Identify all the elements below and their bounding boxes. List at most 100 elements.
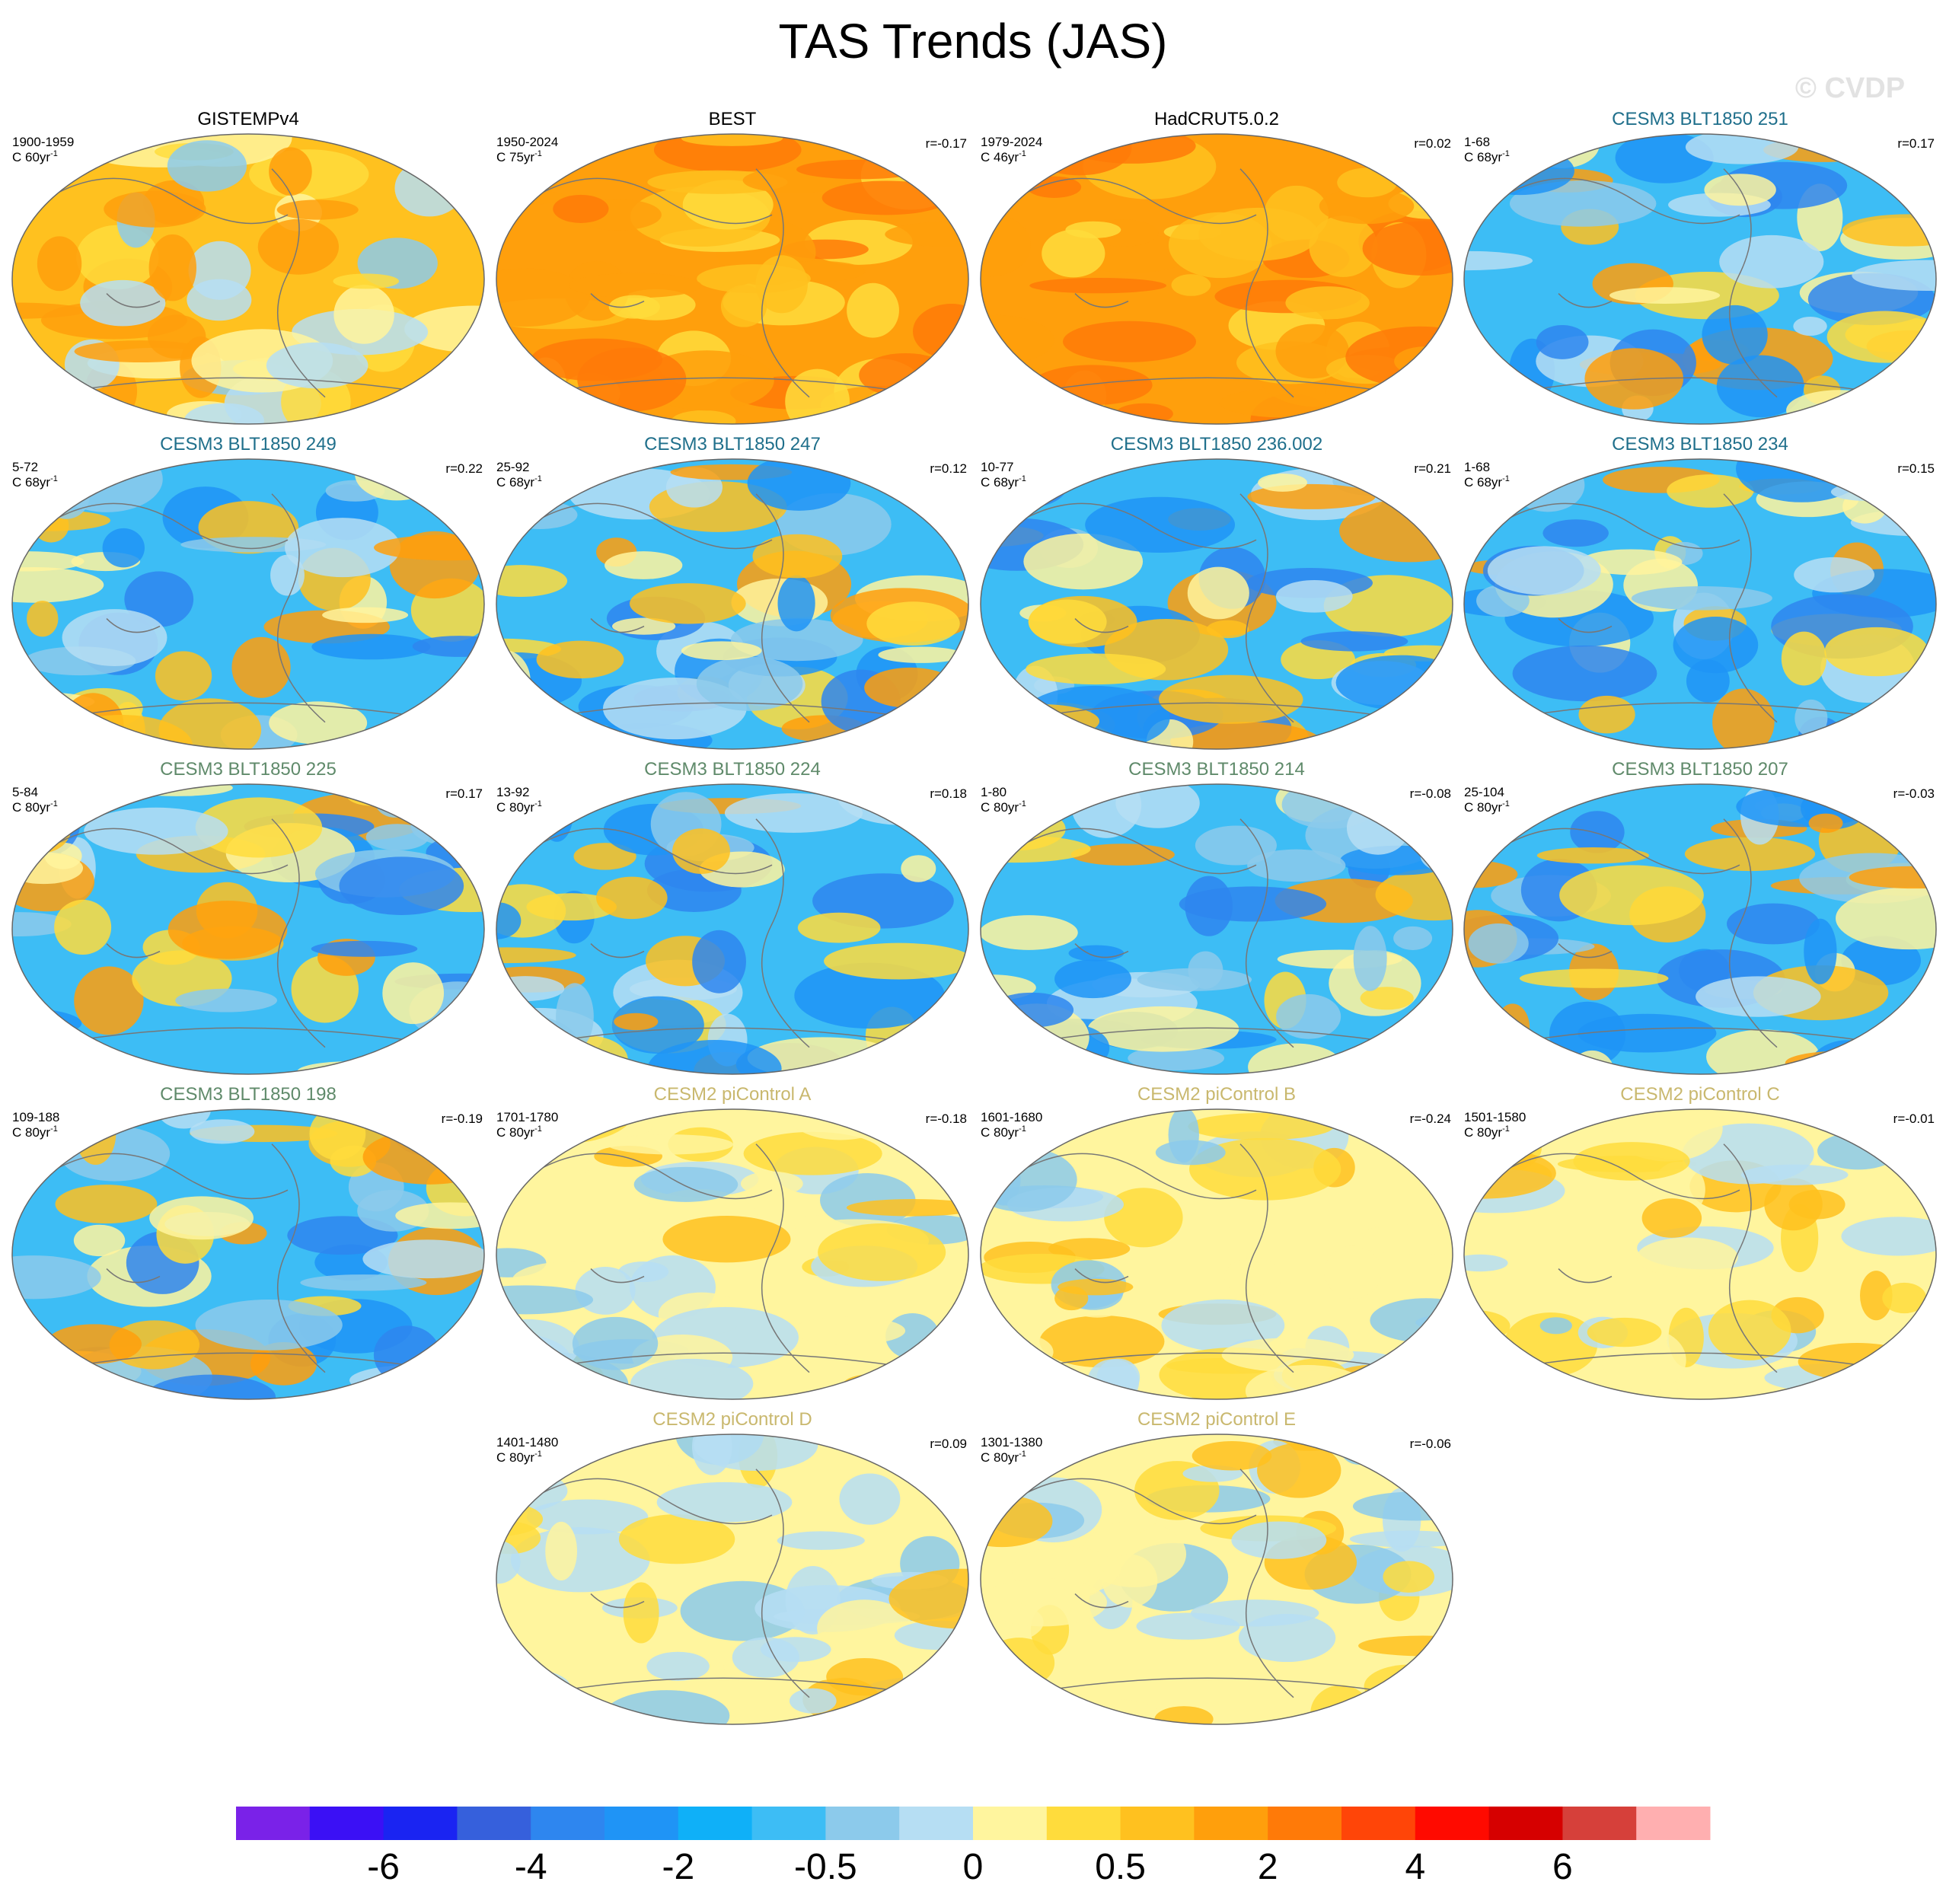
map-anomaly-region — [1300, 631, 1408, 652]
map-anomaly-region — [1641, 1198, 1702, 1238]
map-anomaly-region — [1247, 849, 1346, 882]
map-anomaly-region — [190, 1119, 255, 1144]
map-anomaly-region — [1702, 305, 1768, 365]
map — [12, 459, 484, 749]
map-anomaly-region — [990, 992, 1074, 1028]
correlation-label: r=-0.17 — [926, 136, 967, 151]
map-anomaly-region — [441, 1052, 484, 1070]
map-anomaly-region — [1842, 214, 1936, 247]
map-anomaly-region — [672, 828, 730, 874]
map-anomaly-region — [1578, 695, 1635, 734]
map-anomaly-region — [1337, 167, 1398, 198]
map — [981, 459, 1453, 749]
map-anomaly-region — [629, 583, 746, 624]
map-anomaly-region — [1468, 923, 1529, 964]
map-anomaly-region — [1817, 1132, 1900, 1170]
map-anomaly-region — [382, 962, 445, 1025]
map-anomaly-region — [818, 1223, 946, 1281]
map-anomaly-region — [901, 855, 936, 882]
map-anomaly-region — [12, 713, 116, 749]
panel-title: CESM3 BLT1850 207 — [1612, 759, 1788, 780]
map-border — [496, 783, 969, 1075]
map-anomaly-region — [904, 1668, 968, 1724]
map-anomaly-region — [1335, 655, 1453, 710]
map-anomaly-region — [1357, 1635, 1453, 1657]
coastline — [1027, 493, 1372, 723]
panel-title: CESM3 BLT1850 247 — [644, 434, 821, 454]
map-anomaly-region — [1877, 1136, 1936, 1153]
map-anomaly-region — [797, 912, 881, 943]
map-anomaly-region — [1843, 718, 1936, 749]
map-anomaly-region — [362, 1239, 484, 1279]
colorbar-label: -2 — [662, 1847, 694, 1887]
map-anomaly-region — [1631, 586, 1772, 611]
map-anomaly-region — [1104, 1188, 1183, 1248]
map-anomaly-region — [1826, 311, 1936, 363]
map-anomaly-region — [1258, 473, 1308, 492]
map-anomaly-region — [1537, 1057, 1579, 1074]
map-border — [1463, 1108, 1937, 1400]
panel-title: CESM3 BLT1850 214 — [1128, 759, 1305, 780]
map-anomaly-region — [375, 1037, 482, 1074]
map-anomaly-region — [1685, 134, 1799, 164]
map-anomaly-region — [12, 566, 104, 603]
map-anomaly-region — [1206, 620, 1249, 639]
colorbar-swatch — [1194, 1807, 1268, 1840]
map-anomaly-region — [1154, 1706, 1214, 1724]
map-anomaly-region — [73, 1224, 126, 1257]
map-anomaly-region — [1383, 1561, 1435, 1593]
map-anomaly-region — [502, 500, 578, 529]
units-exponent: -1 — [1502, 799, 1510, 808]
map-anomaly-region — [1339, 499, 1453, 563]
panel-title: CESM3 BLT1850 198 — [160, 1084, 337, 1105]
panel-title: CESM3 BLT1850 225 — [160, 759, 337, 780]
map-anomaly-region — [1170, 722, 1321, 749]
coastline — [1511, 818, 1855, 1048]
map-anomaly-region — [1028, 599, 1107, 644]
units-label: C 46yr-1 — [981, 149, 1026, 164]
units-label: C 68yr-1 — [981, 474, 1026, 490]
panel: CESM3 BLT1850 234 1-68C 68yr-1 r=0.15 — [1463, 434, 1937, 750]
map-anomaly-region — [1696, 976, 1821, 1017]
map-anomaly-region — [1375, 868, 1453, 921]
map-anomaly-region — [1824, 627, 1929, 677]
map-anomaly-region — [981, 915, 1078, 950]
map-anomaly-region — [300, 1274, 427, 1291]
units-label: C 80yr-1 — [981, 799, 1026, 815]
map — [981, 784, 1453, 1074]
units-exponent: -1 — [50, 799, 58, 808]
map-anomaly-region — [12, 1255, 101, 1300]
map-anomaly-region — [681, 134, 783, 146]
map-anomaly-region — [322, 607, 409, 624]
map-anomaly-region — [855, 390, 968, 424]
map-border — [496, 458, 969, 750]
map-anomaly-region — [981, 213, 1032, 277]
panel-title: CESM2 piControl D — [652, 1409, 812, 1430]
colorbar-swatch — [1636, 1807, 1711, 1840]
map-anomaly-region — [647, 1040, 782, 1074]
map-anomaly-region — [375, 784, 416, 818]
map-anomaly-region — [1155, 1140, 1226, 1166]
period-label: 1-68 — [1464, 135, 1490, 149]
map-anomaly-region — [1684, 837, 1816, 872]
coastline — [59, 168, 404, 398]
map-anomaly-region — [1569, 1050, 1615, 1074]
coastline — [543, 493, 888, 723]
coastline — [543, 1143, 888, 1373]
map-anomaly-region — [1026, 653, 1166, 685]
map-anomaly-region — [720, 285, 767, 327]
map-anomaly-region — [1464, 1371, 1533, 1399]
map — [1464, 784, 1936, 1074]
map-anomaly-region — [1509, 1375, 1552, 1399]
map-anomaly-region — [1464, 250, 1533, 271]
map-anomaly-region — [12, 551, 85, 572]
map-anomaly-region — [1309, 215, 1378, 277]
map-anomaly-region — [1039, 1315, 1165, 1368]
correlation-label: r=0.18 — [930, 786, 967, 801]
map-anomaly-region — [633, 1166, 739, 1202]
units-label: C 68yr-1 — [1464, 474, 1510, 490]
